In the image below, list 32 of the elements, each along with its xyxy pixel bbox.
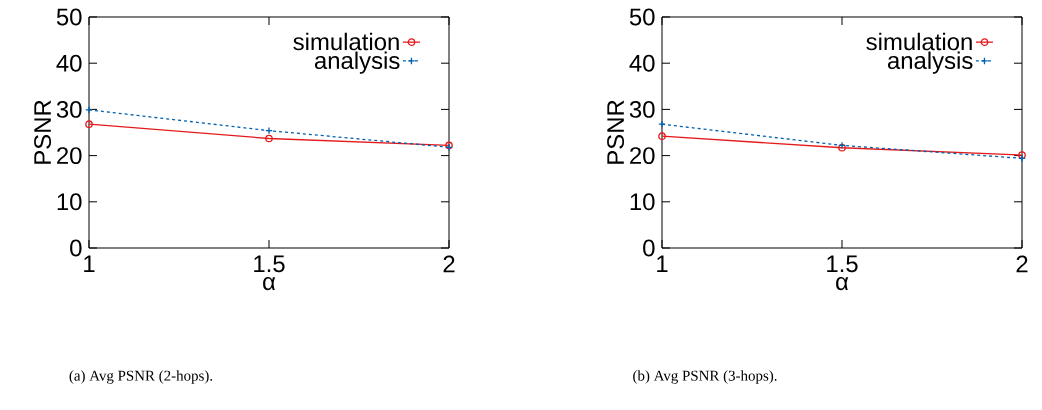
legend-label: analysis xyxy=(887,51,973,74)
x-tick-label: 1 xyxy=(657,255,668,272)
y-axis-title: PSNR xyxy=(607,100,625,164)
point xyxy=(265,134,273,143)
legend-label: simulation xyxy=(293,32,399,51)
y-axis-title: PSNR xyxy=(34,100,52,164)
y-tick-label: 50 xyxy=(56,8,82,26)
point xyxy=(658,120,666,129)
y-tick-label: 40 xyxy=(56,54,82,72)
x-tick-label: 1.5 xyxy=(827,255,858,273)
x-tick-label: 2 xyxy=(1016,255,1028,273)
x-axis-title: α xyxy=(836,277,849,291)
point xyxy=(85,106,93,114)
y-tick-label: 30 xyxy=(629,100,655,118)
text: (a) Avg PSNR (2-hops). xyxy=(69,370,213,384)
point xyxy=(265,126,273,135)
y-tick-label: 20 xyxy=(57,147,82,165)
x-tick-label: 1.5 xyxy=(254,255,285,273)
y-tick-label: 20 xyxy=(630,147,655,165)
x-tick-label: 1 xyxy=(84,255,95,272)
text: (b) Avg PSNR (3-hops). xyxy=(633,370,777,384)
y-tick-label: 50 xyxy=(629,8,655,26)
x-tick-label: 2 xyxy=(443,255,455,273)
legend-label: analysis xyxy=(314,51,400,74)
y-tick-label: 0 xyxy=(70,239,82,257)
y-tick-label: 40 xyxy=(629,54,655,72)
legend-label: simulation xyxy=(866,32,972,51)
y-tick-label: 30 xyxy=(56,100,82,118)
x-axis-title: α xyxy=(263,277,276,291)
y-tick-label: 0 xyxy=(643,239,655,257)
y-tick-label: 10 xyxy=(57,193,82,211)
y-tick-label: 10 xyxy=(630,193,655,211)
